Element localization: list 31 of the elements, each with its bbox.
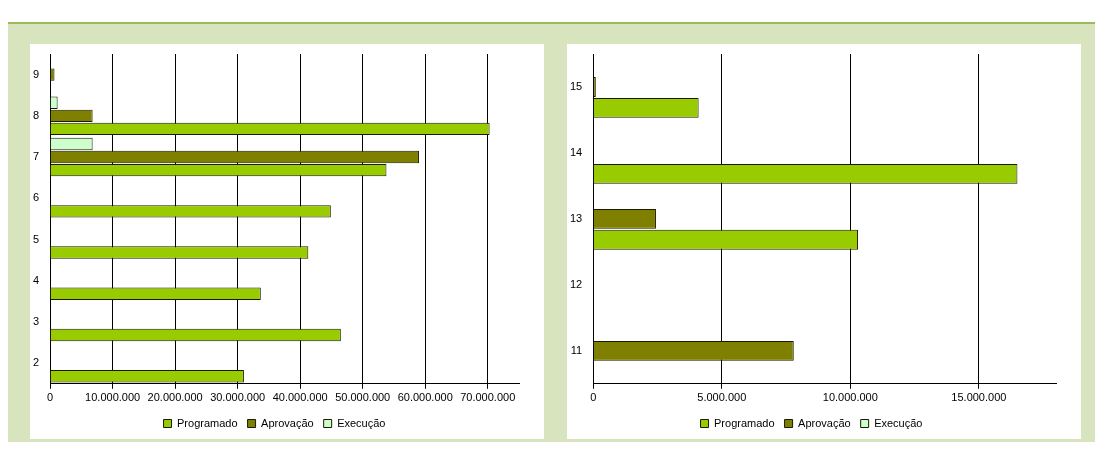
- y-tick-label: 6: [32, 191, 40, 204]
- legend-label: Aprovação: [798, 416, 851, 429]
- x-tick-label: 10.000.000: [822, 391, 878, 404]
- y-tick-label: 12: [569, 277, 583, 290]
- y-tick-label: 7: [32, 150, 40, 163]
- x-tick-label: 20.000.000: [147, 391, 203, 404]
- x-tick-label: 5.000.000: [697, 391, 747, 404]
- y-tick-label: 4: [32, 273, 40, 286]
- y-tick-label: 14: [569, 145, 583, 158]
- y-tick-label: 11: [570, 343, 583, 356]
- y-tick-label: 13: [569, 211, 583, 224]
- y-tick-label: 2: [32, 356, 40, 369]
- legend-label: Execução: [337, 416, 386, 429]
- x-tick-label: 40.000.000: [272, 391, 328, 404]
- legend-label: Programado: [177, 416, 238, 429]
- x-tick-label: 0: [590, 391, 597, 404]
- y-tick-label: 9: [32, 67, 40, 80]
- x-tick-label: 50.000.000: [335, 391, 391, 404]
- legend-label: Aprovação: [261, 416, 314, 429]
- y-tick-label: 8: [32, 108, 40, 121]
- x-tick-label: 15.000.000: [951, 391, 1007, 404]
- x-tick-label: 30.000.000: [210, 391, 266, 404]
- y-tick-label: 5: [32, 232, 40, 245]
- y-tick-label: 15: [569, 80, 583, 93]
- legend-label: Programado: [714, 416, 775, 429]
- x-tick-label: 0: [47, 391, 54, 404]
- legend-label: Execução: [874, 416, 923, 429]
- x-tick-label: 70.000.000: [460, 391, 516, 404]
- x-tick-label: 60.000.000: [397, 391, 453, 404]
- x-tick-label: 10.000.000: [85, 391, 141, 404]
- y-tick-label: 3: [32, 314, 40, 327]
